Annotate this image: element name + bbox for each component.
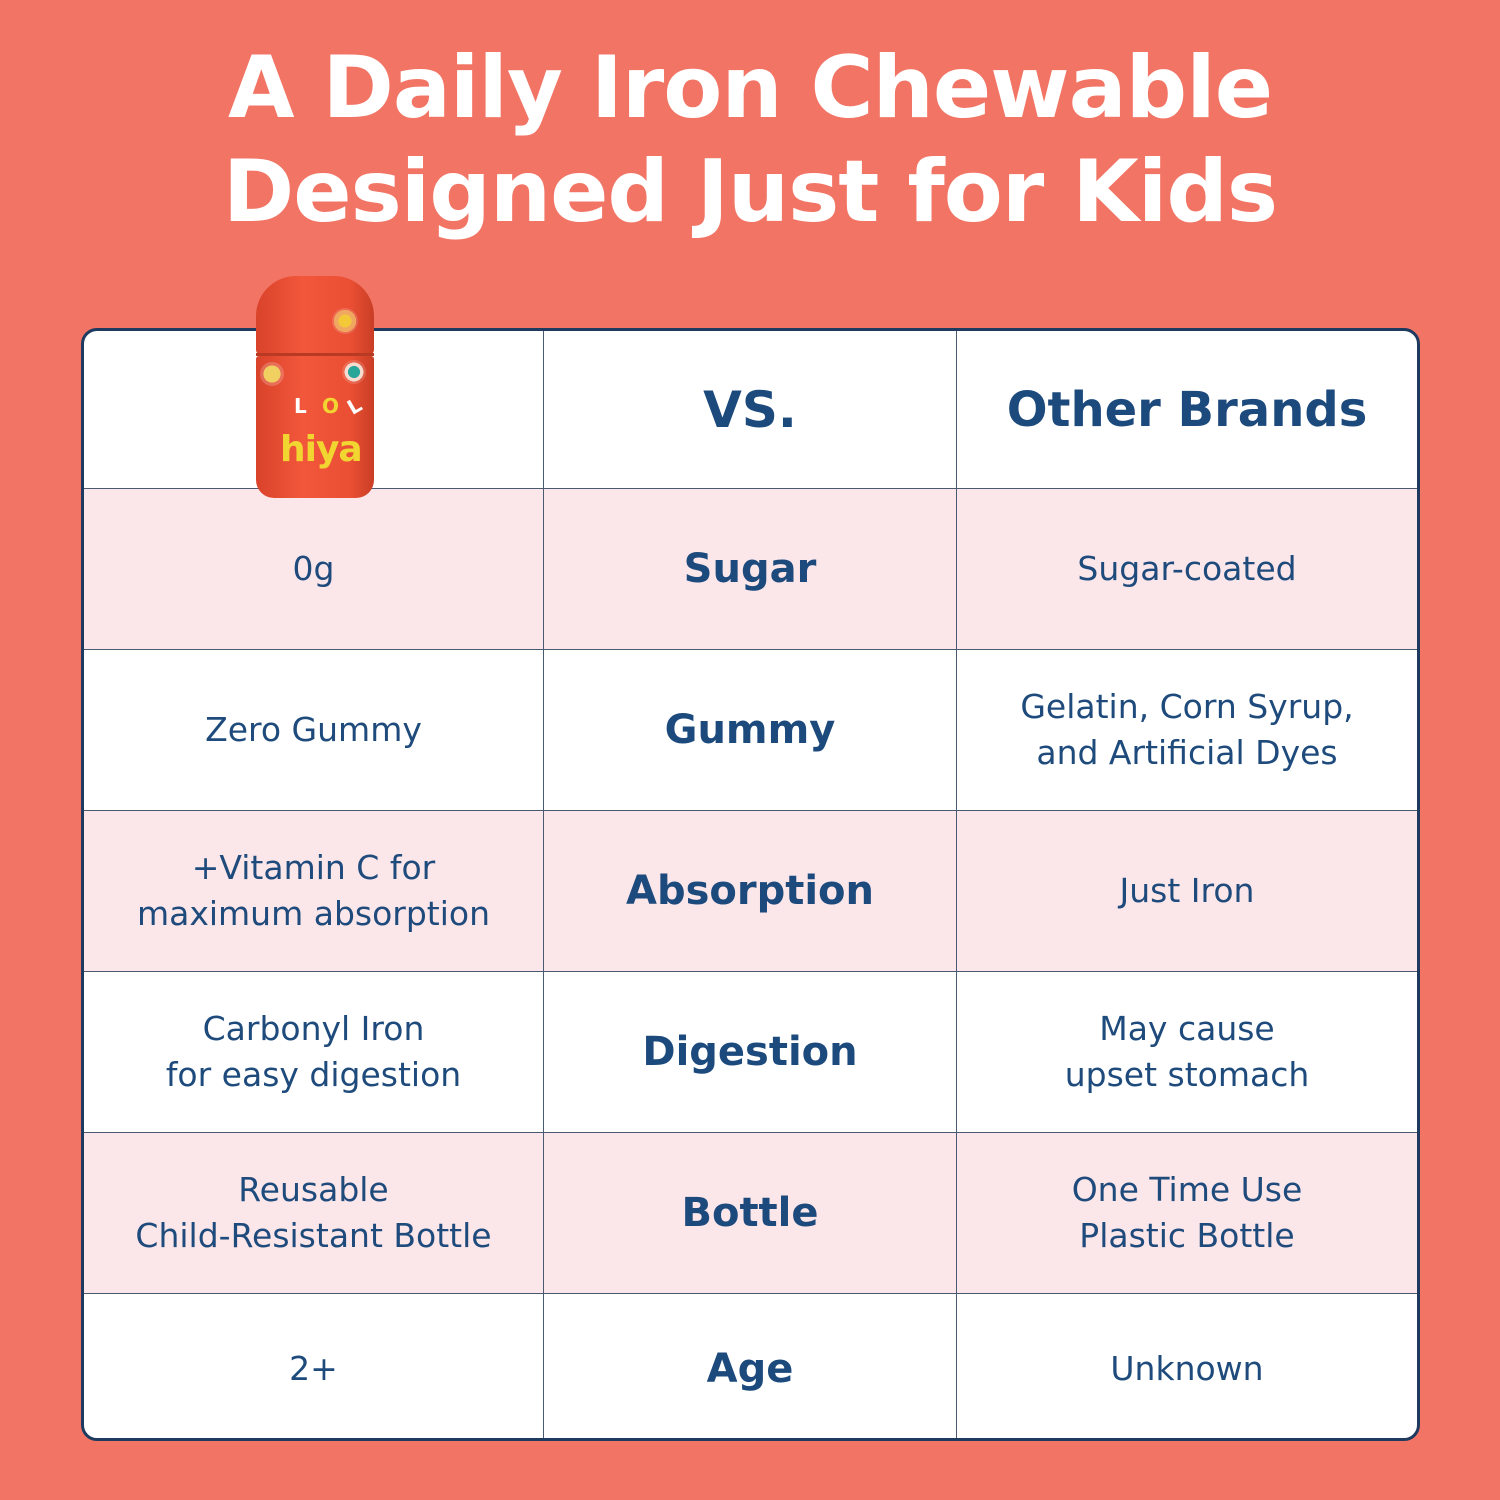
other-brands-value: Sugar-coated [1077, 549, 1297, 588]
comparison-table: VS. Other Brands 0g Sugar Sugar-coated Z… [81, 328, 1420, 1441]
hiya-logo: hiya [280, 429, 363, 470]
hiya-value: Zero Gummy [84, 650, 544, 810]
header-cell-vs: VS. [544, 331, 957, 488]
hiya-value: 2+ [84, 1294, 544, 1438]
hiya-value: +Vitamin C for maximum absorption [84, 811, 544, 971]
category-label: Gummy [544, 650, 957, 810]
hiya-value: Carbonyl Iron for easy digestion [84, 972, 544, 1132]
lol-letter-o: O [322, 394, 340, 418]
category-label: Bottle [544, 1133, 957, 1293]
headline-line-2: Designed Just for Kids [222, 142, 1278, 242]
hiya-bottle-icon: L O L hiya [256, 276, 374, 498]
table-header-row: VS. Other Brands [84, 331, 1417, 488]
other-brands-value: One Time Use Plastic Bottle [1071, 1170, 1303, 1255]
page-headline: A Daily Iron Chewable Designed Just for … [0, 36, 1500, 244]
smiley-sticker-icon [260, 362, 284, 386]
headline-line-1: A Daily Iron Chewable [227, 38, 1273, 138]
category-label: Sugar [544, 489, 957, 649]
table-row: Reusable Child-Resistant Bottle Bottle O… [84, 1132, 1417, 1293]
hiya-value: 0g [84, 489, 544, 649]
other-brands-value: Just Iron [1119, 871, 1255, 910]
lol-letter-l1: L [294, 394, 307, 418]
table-row: Carbonyl Iron for easy digestion Digesti… [84, 971, 1417, 1132]
table-row: 2+ Age Unknown [84, 1293, 1417, 1438]
header-cell-other-brands: Other Brands [1006, 381, 1368, 438]
other-brands-value: May cause upset stomach [1064, 1009, 1310, 1094]
category-label: Absorption [544, 811, 957, 971]
header-cell-hiya [84, 331, 544, 488]
heart-sticker-icon [342, 360, 366, 384]
other-brands-value: Gelatin, Corn Syrup, and Artificial Dyes [1020, 687, 1354, 772]
table-row: +Vitamin C for maximum absorption Absorp… [84, 810, 1417, 971]
hiya-value: Reusable Child-Resistant Bottle [84, 1133, 544, 1293]
category-label: Digestion [544, 972, 957, 1132]
category-label: Age [544, 1294, 957, 1438]
table-row: Zero Gummy Gummy Gelatin, Corn Syrup, an… [84, 649, 1417, 810]
sun-sticker-icon [332, 308, 358, 334]
table-row: 0g Sugar Sugar-coated [84, 488, 1417, 649]
other-brands-value: Unknown [1110, 1349, 1264, 1388]
